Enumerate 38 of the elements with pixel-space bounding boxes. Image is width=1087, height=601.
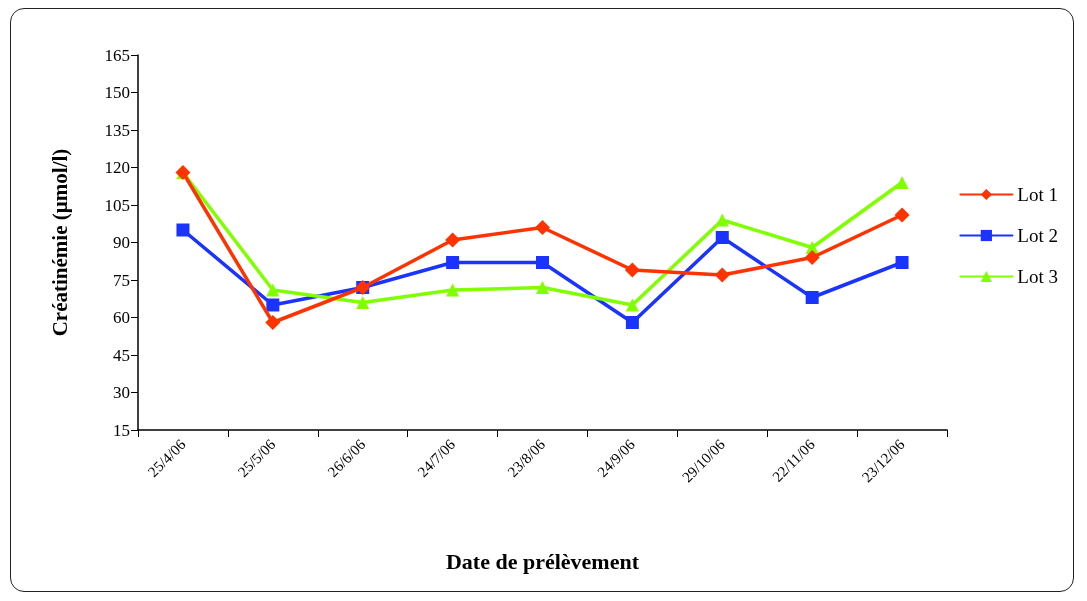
point: [536, 256, 549, 269]
point: [715, 231, 729, 244]
y-tick-label: 15: [113, 420, 130, 440]
y-tick-label: 150: [104, 83, 130, 102]
point: [446, 256, 460, 269]
y-tick-label: 60: [113, 308, 130, 327]
point: [895, 256, 909, 269]
y-tick-label: 165: [104, 45, 130, 65]
point: [624, 262, 640, 278]
point: [805, 291, 819, 304]
y-tick-label: 75: [113, 270, 130, 290]
legend-label: Lot 1: [1017, 184, 1059, 205]
point: [356, 296, 370, 309]
point: [176, 223, 190, 237]
point: [804, 250, 820, 265]
point: [445, 232, 461, 248]
legend-label: Lot 2: [1017, 225, 1059, 246]
y-tick-label: 30: [113, 383, 130, 402]
point: [894, 207, 910, 223]
legend-label: Lot 3: [1017, 266, 1059, 287]
x-axis-title: Date de prélèvement: [445, 548, 640, 574]
point: [625, 316, 639, 329]
point: [535, 220, 550, 235]
y-tick-label: 135: [104, 120, 130, 140]
y-tick-label: 90: [113, 233, 130, 252]
y-tick-label: 120: [104, 158, 130, 177]
point: [536, 281, 549, 294]
point: [266, 298, 280, 312]
point: [265, 315, 281, 330]
y-axis-title: Créatinémie (µmol/l): [47, 148, 72, 337]
point: [895, 176, 909, 189]
point: [714, 267, 730, 283]
point: [625, 298, 639, 312]
point: [266, 283, 280, 297]
y-tick-label: 45: [113, 345, 130, 365]
point: [715, 213, 729, 227]
y-tick-label: 105: [104, 195, 130, 215]
point: [446, 283, 460, 297]
